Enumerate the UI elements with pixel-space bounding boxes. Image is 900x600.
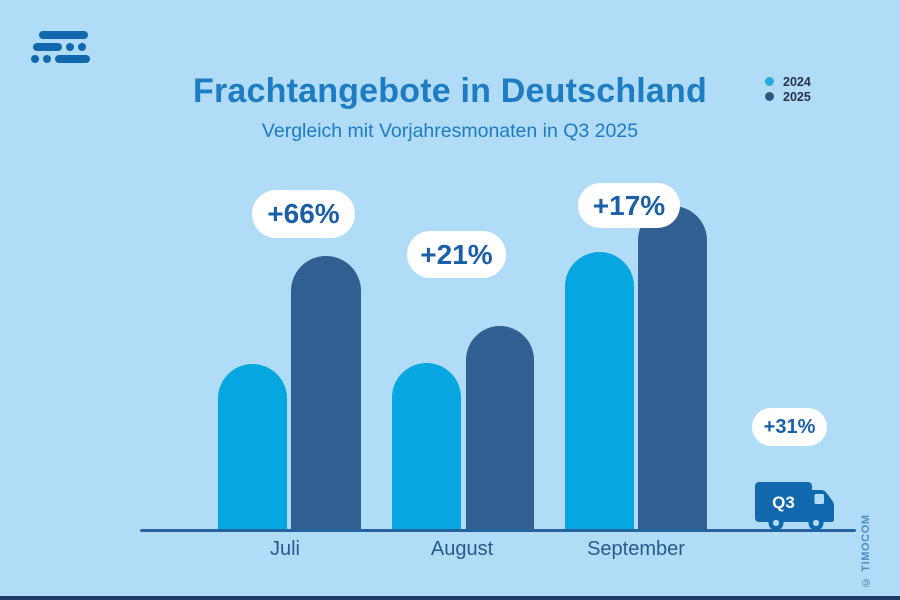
legend-label-2024: 2024 [783, 74, 811, 89]
legend-item-2024: 2024 [765, 74, 811, 89]
logo-row [39, 31, 90, 39]
logo-bar [39, 31, 88, 39]
logo-dot [66, 43, 74, 51]
logo-dot [43, 55, 51, 63]
logo-row [33, 43, 90, 51]
legend-item-2025: 2025 [765, 89, 811, 104]
legend: 2024 2025 [765, 74, 811, 104]
logo-dot [78, 43, 86, 51]
bottom-accent-bar [0, 596, 900, 600]
bar-september-2025 [638, 206, 707, 530]
pill-august-change: +21% [407, 231, 506, 278]
logo-row [31, 55, 90, 63]
x-label-august: August [430, 538, 494, 560]
bar-august-2024 [392, 363, 461, 530]
legend-label-2025: 2025 [783, 89, 811, 104]
bar-juli-2024 [218, 364, 287, 530]
pill-september-change: +17% [578, 183, 680, 228]
header: Frachtangebote in Deutschland Vergleich … [0, 72, 900, 143]
pill-juli-change: +66% [252, 190, 355, 238]
logo-dot [31, 55, 39, 63]
logo-bar [33, 43, 62, 51]
logo-bar [55, 55, 90, 63]
timocom-logo [31, 31, 90, 67]
truck-window [814, 494, 824, 504]
truck-q3-label: Q3 [772, 493, 795, 512]
x-axis-line [140, 529, 856, 532]
legend-dot-2024 [765, 77, 774, 86]
bar-september-2024 [565, 252, 634, 530]
page-subtitle: Vergleich mit Vorjahresmonaten in Q3 202… [261, 120, 639, 142]
copyright-text: © TIMOCOM [860, 514, 872, 588]
page-title: Frachtangebote in Deutschland [193, 72, 707, 110]
bar-august-2025 [466, 326, 534, 530]
pill-q3-total-change: +31% [752, 408, 827, 446]
legend-dot-2025 [765, 92, 774, 101]
truck-icon: Q3 [748, 474, 836, 532]
x-label-september: September [587, 538, 685, 560]
bar-juli-2025 [291, 256, 361, 530]
x-label-juli: Juli [269, 538, 301, 560]
